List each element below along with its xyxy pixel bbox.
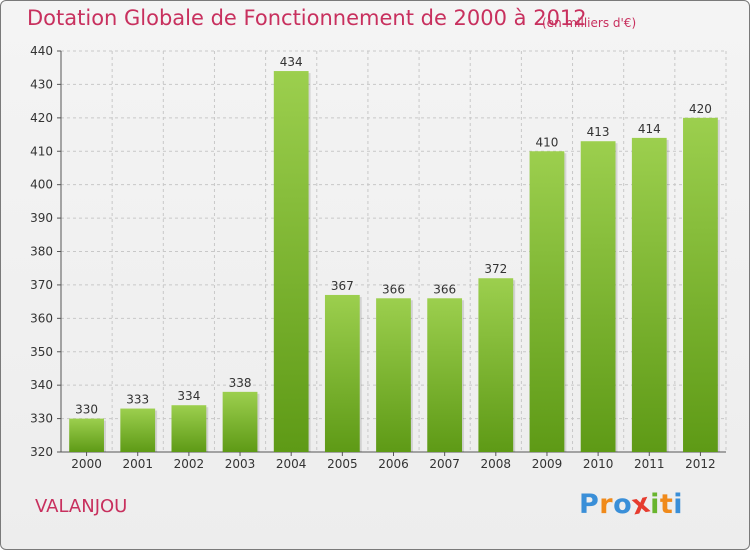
logo-letter: r [599, 489, 614, 520]
bar-value-label: 413 [587, 125, 610, 139]
x-tick-label: 2004 [276, 457, 307, 471]
y-tick-label: 380 [30, 245, 53, 259]
x-tick-label: 2001 [122, 457, 153, 471]
bar-value-label: 410 [536, 135, 559, 149]
chart-unit-note: (en milliers d'€) [542, 16, 637, 30]
bar-value-label: 330 [75, 403, 98, 417]
bar-value-label: 420 [689, 102, 712, 116]
chart-title: Dotation Globale de Fonctionnement de 20… [27, 6, 587, 30]
bars [69, 71, 720, 453]
x-tick-label: 2012 [685, 457, 716, 471]
logo-letter: i [650, 489, 660, 520]
bar [69, 418, 104, 452]
x-tick-label: 2009 [532, 457, 563, 471]
y-tick-label: 360 [30, 311, 53, 325]
bar [222, 391, 258, 452]
x-tick-label: 2006 [378, 457, 409, 471]
bar-value-label: 367 [331, 279, 354, 293]
x-tick-label: 2005 [327, 457, 358, 471]
bar [273, 71, 309, 453]
bar [376, 298, 411, 452]
bar [529, 151, 565, 452]
bar-value-label: 334 [177, 389, 200, 403]
labels: 320 330 340 350 360 370 380 390 400 410 420 430 440 3… [30, 44, 716, 471]
bar [324, 294, 360, 452]
bar [683, 117, 718, 452]
x-tick-label: 2011 [634, 457, 665, 471]
x-tick-label: 2002 [174, 457, 205, 471]
y-tick-label: 410 [30, 144, 53, 158]
bar-value-label: 366 [382, 282, 405, 296]
bar [478, 278, 514, 452]
y-tick-label: 390 [30, 211, 53, 225]
bar [120, 408, 156, 452]
y-tick-label: 440 [30, 44, 53, 58]
y-tick-label: 340 [30, 378, 53, 392]
bar [631, 137, 667, 452]
y-tick-label: 350 [30, 345, 53, 359]
bar [580, 141, 616, 452]
y-tick-label: 420 [30, 111, 53, 125]
bar [171, 405, 207, 452]
logo-letter: P [579, 489, 600, 520]
x-tick-label: 2010 [583, 457, 614, 471]
y-tick-label: 330 [30, 412, 53, 426]
x-tick-label: 2000 [71, 457, 102, 471]
x-tick-label: 2008 [481, 457, 512, 471]
y-tick-label: 400 [30, 178, 53, 192]
bar-value-label: 372 [484, 262, 507, 276]
y-tick-label: 430 [30, 77, 53, 91]
bar-value-label: 434 [280, 55, 303, 69]
bar-value-label: 366 [433, 282, 456, 296]
bar [427, 298, 463, 452]
x-tick-label: 2003 [225, 457, 256, 471]
logo-letter: t [659, 489, 674, 520]
proxiti-logo: Proxiti [579, 487, 684, 521]
bar-value-label: 338 [229, 376, 252, 390]
logo-letter: i [673, 489, 684, 520]
commune-name: VALANJOU [35, 496, 128, 517]
bar-value-label: 414 [638, 122, 661, 136]
bar-value-label: 333 [126, 393, 149, 407]
logo-letter: o [613, 489, 633, 520]
y-tick-label: 320 [30, 445, 53, 459]
x-tick-label: 2007 [429, 457, 460, 471]
y-tick-label: 370 [30, 278, 53, 292]
